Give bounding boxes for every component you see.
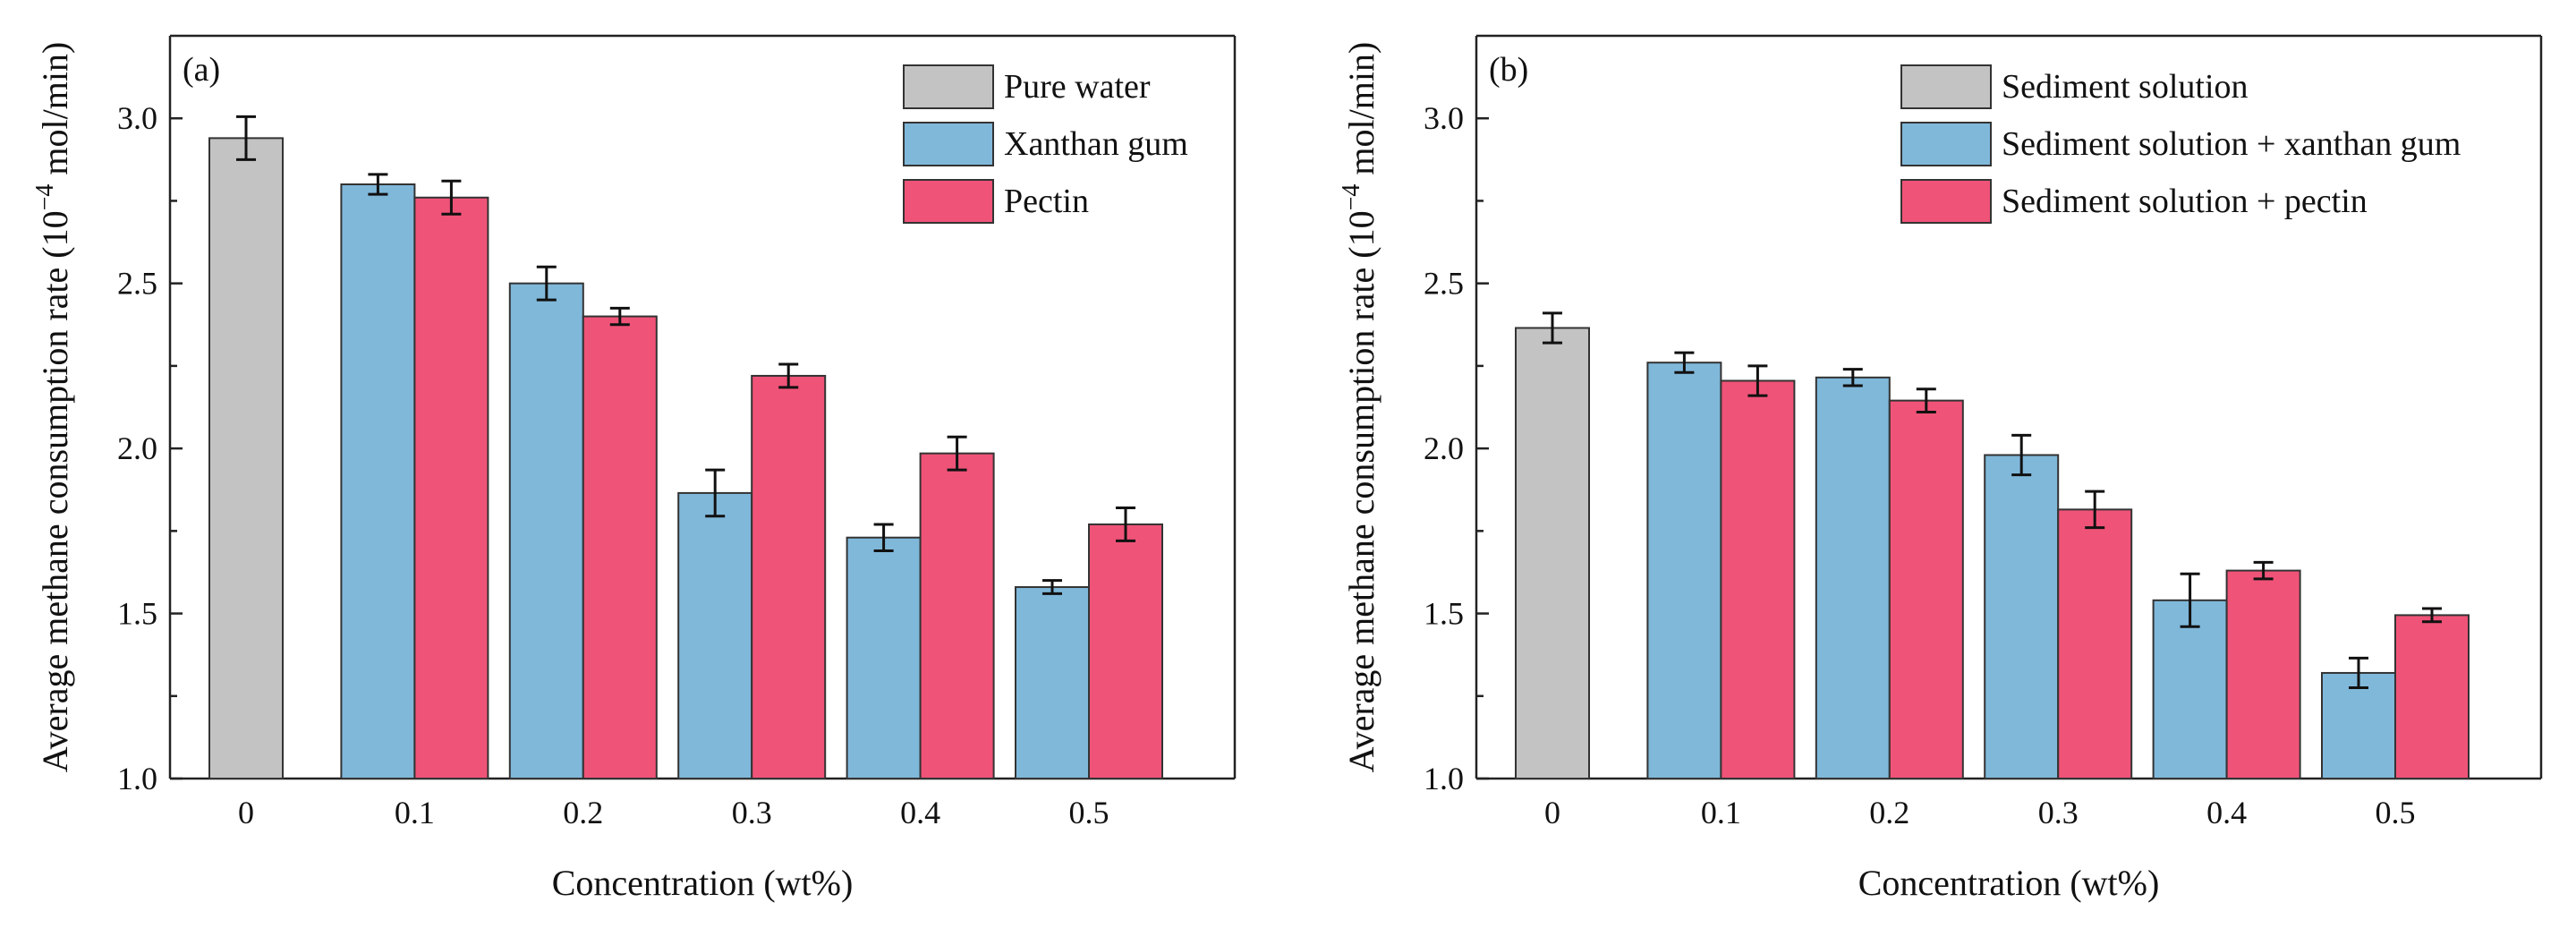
x-axis-title: Concentration (wt%) bbox=[1858, 863, 2160, 903]
y-axis-title: Average methane consumption rate (10−4 m… bbox=[31, 42, 75, 773]
bar bbox=[340, 183, 416, 779]
legend-label: Sediment solution bbox=[2002, 68, 2249, 106]
y-tick-label: 2.5 bbox=[1424, 266, 1464, 302]
x-tick-label: 0.3 bbox=[2038, 795, 2079, 830]
y-tick-label: 2.5 bbox=[117, 266, 157, 302]
bar bbox=[677, 491, 753, 780]
y-tick-label: 1.5 bbox=[117, 596, 157, 632]
x-tick-label: 0.1 bbox=[395, 795, 435, 830]
legend-label: Pure water bbox=[1004, 68, 1151, 106]
x-tick-label: 0.4 bbox=[900, 795, 940, 830]
y-tick-label: 1.0 bbox=[1424, 761, 1464, 796]
bar bbox=[208, 137, 284, 780]
x-tick-label: 0 bbox=[1544, 795, 1560, 830]
bar bbox=[1088, 523, 1163, 779]
x-axis-title: Concentration (wt%) bbox=[552, 863, 854, 903]
legend-swatch bbox=[903, 179, 994, 224]
bar bbox=[919, 452, 995, 779]
bar bbox=[1515, 327, 1590, 779]
panel-label: (b) bbox=[1489, 51, 1528, 89]
y-tick-label: 3.0 bbox=[117, 100, 157, 136]
x-tick-label: 0.3 bbox=[732, 795, 772, 830]
y-tick-label: 1.0 bbox=[117, 761, 157, 796]
chart-panel-b: 1.0 1.5 2.0 2.5 3.0 0 0.1 0.2 0.3 0.4 0.5 (b) Sedime… bbox=[1338, 34, 2543, 903]
bar bbox=[2225, 569, 2301, 779]
x-tick-label: 0.5 bbox=[2376, 795, 2416, 830]
x-tick-label: 0 bbox=[238, 795, 254, 830]
bar bbox=[1815, 376, 1891, 779]
legend-swatch bbox=[1900, 179, 1992, 224]
legend-label: Pectin bbox=[1004, 183, 1089, 220]
x-tick-label: 0.1 bbox=[1701, 795, 1741, 830]
legend-swatch bbox=[1900, 64, 1992, 109]
bar bbox=[1015, 586, 1090, 779]
bar bbox=[2321, 671, 2396, 780]
legend-swatch bbox=[903, 64, 994, 109]
bar bbox=[1888, 399, 1964, 779]
y-tick-label: 2.0 bbox=[117, 430, 157, 466]
bar bbox=[582, 315, 658, 779]
legend-label: Sediment solution + pectin bbox=[2002, 183, 2368, 220]
chart-panel-a: 1.0 1.5 2.0 2.5 3.0 0 0.1 0.2 0.3 0.4 0.5 (a) Pure w… bbox=[31, 34, 1237, 903]
legend-swatch bbox=[903, 122, 994, 166]
bar bbox=[508, 282, 584, 779]
y-tick-label: 2.0 bbox=[1424, 430, 1464, 466]
bar bbox=[846, 536, 922, 779]
y-tick-label: 3.0 bbox=[1424, 100, 1464, 136]
legend-swatch bbox=[1900, 122, 1992, 166]
bar bbox=[1720, 379, 1796, 779]
bar bbox=[1646, 362, 1722, 779]
y-tick-label: 1.5 bbox=[1424, 596, 1464, 632]
x-tick-label: 0.2 bbox=[563, 795, 603, 830]
bar bbox=[413, 196, 489, 779]
y-axis-title: Average methane consumption rate (10−4 m… bbox=[1338, 42, 1382, 773]
x-tick-label: 0.5 bbox=[1069, 795, 1109, 830]
legend-label: Sediment solution + xanthan gum bbox=[2002, 125, 2461, 163]
bar bbox=[1984, 454, 2060, 779]
bar bbox=[2394, 614, 2470, 780]
bar bbox=[751, 374, 827, 779]
x-tick-label: 0.4 bbox=[2206, 795, 2247, 830]
bar bbox=[2057, 508, 2133, 779]
bar bbox=[2152, 599, 2228, 779]
legend-label: Xanthan gum bbox=[1004, 125, 1188, 163]
panel-label: (a) bbox=[183, 51, 220, 89]
x-tick-label: 0.2 bbox=[1869, 795, 1909, 830]
